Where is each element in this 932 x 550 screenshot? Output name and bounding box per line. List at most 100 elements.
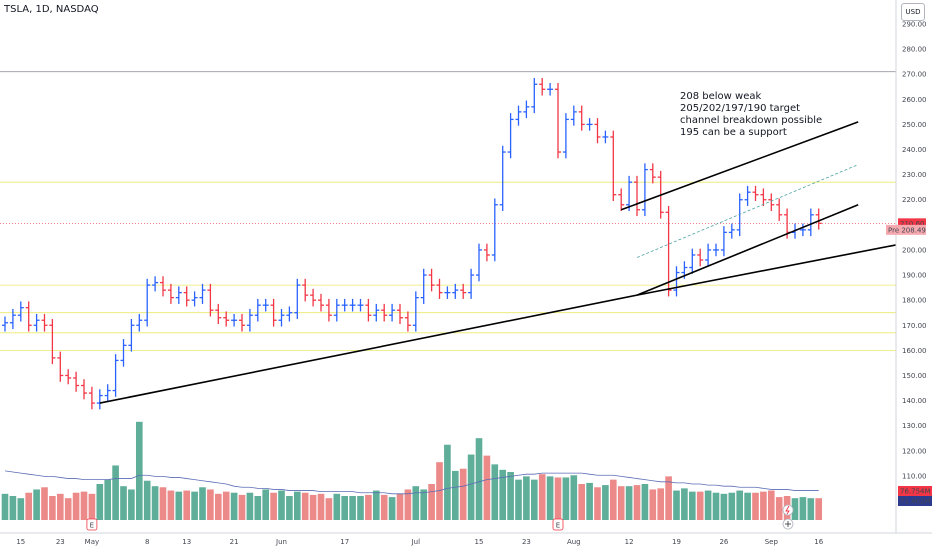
- time-tick-label: 21: [230, 538, 239, 546]
- add-indicator-icon: [782, 518, 794, 530]
- volume-bar: [696, 491, 704, 520]
- price-tick-label: 190.00: [902, 272, 927, 280]
- volume-bar: [238, 494, 246, 520]
- volume-bar: [475, 438, 483, 520]
- ohlc-bar: [33, 313, 40, 332]
- volume-bar: [767, 490, 775, 520]
- ohlc-bar: [547, 82, 554, 96]
- volume-bar: [681, 488, 688, 520]
- volume-bar: [191, 491, 198, 520]
- ohlc-bar: [136, 313, 143, 332]
- volume-bar: [744, 492, 751, 520]
- ohlc-bar: [531, 77, 538, 114]
- ohlc-bar: [641, 163, 648, 217]
- ohlc-bar: [349, 298, 356, 312]
- symbol-title: TSLA, 1D, NASDAQ: [4, 4, 99, 15]
- volume-bar: [325, 498, 333, 520]
- volume-bar: [183, 490, 191, 520]
- volume-bar: [309, 494, 317, 520]
- price-tick-label: 230.00: [902, 171, 927, 179]
- volume-bar: [712, 492, 720, 520]
- volume-bar: [96, 484, 104, 520]
- ohlc-bar: [602, 130, 609, 144]
- ohlc-bar: [207, 283, 214, 317]
- price-tick-label: 180.00: [902, 297, 927, 305]
- volume-tag-a: 76.754M: [898, 486, 932, 496]
- volume-bar: [175, 491, 183, 520]
- ohlc-bar: [815, 208, 822, 230]
- volume-bar: [341, 496, 349, 520]
- volume-bar: [602, 485, 609, 520]
- volume-moving-average: [4, 470, 819, 495]
- pre-market-tag-text: Pre 208.49: [888, 226, 926, 234]
- lightning-icon: [782, 504, 794, 516]
- price-tick-label: 110.00: [902, 472, 927, 480]
- volume-bar: [286, 496, 293, 520]
- ohlc-bar: [167, 283, 174, 304]
- volume-bar: [396, 493, 404, 520]
- ohlc-bar: [104, 384, 111, 402]
- time-tick-label: 12: [625, 538, 634, 546]
- time-tick-label: 17: [340, 538, 349, 546]
- volume-bar: [791, 498, 799, 520]
- ohlc-bar: [389, 303, 396, 322]
- volume-tag-b-text: 71.402M: [900, 498, 931, 506]
- price-tick-label: 160.00: [902, 347, 927, 355]
- volume-bar: [420, 489, 428, 520]
- volume-bar: [167, 490, 175, 520]
- volume-bar: [56, 493, 64, 520]
- ohlc-bar: [231, 313, 238, 327]
- ohlc-bar: [673, 266, 680, 297]
- annotation-line: 195 can be a support: [680, 127, 787, 138]
- volume-bar: [72, 492, 80, 520]
- ohlc-bar: [578, 105, 585, 131]
- volume-bar: [214, 493, 222, 520]
- volume-bar: [120, 486, 127, 520]
- volume-bar: [199, 487, 206, 520]
- currency-button[interactable]: USD: [901, 3, 925, 21]
- volume-bar: [301, 492, 309, 520]
- ohlc-bar: [618, 188, 625, 212]
- volume-bar: [412, 486, 420, 520]
- ohlc-bar: [728, 223, 735, 239]
- time-axis: 15 23 May 8 13 21 Jun 17 Jul 15 23 Aug 12 19 26 Sep 16 E E: [0, 518, 932, 546]
- volume-bar: [562, 477, 570, 520]
- time-tick-label: 16: [814, 538, 823, 546]
- time-tick-label: 19: [672, 538, 681, 546]
- time-tick-label: May: [85, 538, 99, 546]
- ohlc-bar: [539, 77, 546, 96]
- ohlc-bar: [499, 145, 506, 212]
- ohlc-bar: [175, 286, 182, 304]
- ohlc-bar: [112, 354, 119, 397]
- ohlc-bar: [460, 283, 467, 299]
- ohlc-bar: [697, 248, 704, 267]
- ohlc-bar: [120, 339, 127, 367]
- volume-tag-b: 71.402M: [898, 496, 932, 506]
- ohlc-bar: [752, 185, 759, 201]
- ohlc-bar: [286, 306, 293, 322]
- ohlc-bar: [807, 208, 814, 237]
- volume-bar: [507, 472, 514, 520]
- price-tick-label: 170.00: [902, 322, 927, 330]
- ohlc-bar: [246, 308, 253, 332]
- ohlc-bar: [270, 298, 277, 327]
- price-tick-label: 150.00: [902, 372, 927, 380]
- annotation-line: 205/202/197/190 target: [680, 103, 800, 114]
- ohlc-bar: [191, 291, 198, 307]
- ohlc-bar: [444, 286, 451, 299]
- ohlc-bar: [81, 379, 87, 400]
- price-tick-label: 140.00: [902, 397, 927, 405]
- ohlc-bar: [341, 298, 348, 312]
- ohlc-bar: [318, 293, 324, 312]
- time-tick-label: Aug: [567, 538, 581, 546]
- time-tick-label: 15: [16, 538, 25, 546]
- volume-bar: [135, 421, 143, 520]
- volume-bar: [546, 476, 554, 520]
- earnings-label: E: [90, 522, 94, 530]
- volume-bar: [365, 494, 372, 520]
- trendline: [99, 294, 638, 404]
- volume-bar: [736, 490, 744, 520]
